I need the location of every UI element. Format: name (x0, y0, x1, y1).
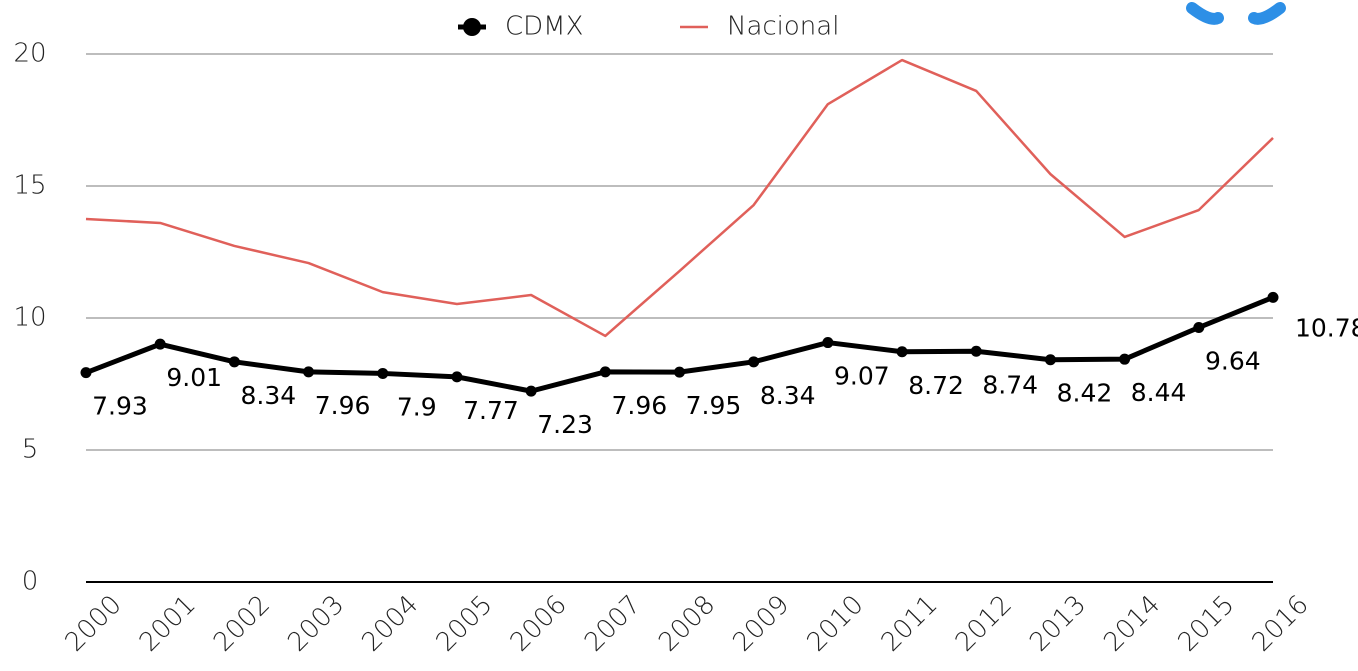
point (896, 346, 908, 358)
data-label: 8.42 (1057, 379, 1113, 408)
x-tick-label: 2013 (1024, 590, 1092, 658)
point (1119, 353, 1131, 365)
data-label: 8.44 (1131, 378, 1187, 407)
legend-marker (463, 18, 481, 36)
y-tick-label: 5 (22, 435, 39, 465)
x-tick-label: 2012 (950, 590, 1018, 658)
point (80, 367, 92, 379)
data-label: 7.9 (397, 392, 437, 421)
point (228, 356, 240, 368)
data-label: 9.01 (166, 363, 222, 392)
data-label: 8.34 (241, 381, 297, 410)
legend-label: Nacional (727, 12, 839, 42)
x-tick-label: 2009 (727, 590, 795, 658)
x-tick-label: 2011 (876, 590, 944, 658)
x-tick-label: 2006 (505, 590, 573, 658)
data-label: 8.72 (908, 371, 964, 400)
point (1193, 322, 1205, 334)
x-tick-label: 2003 (282, 590, 350, 658)
data-label: 7.96 (611, 391, 667, 420)
x-tick-label: 2007 (579, 590, 647, 658)
data-label: 7.77 (463, 396, 519, 425)
x-tick-label: 2014 (1098, 590, 1166, 658)
data-label: 7.93 (92, 392, 148, 421)
point (822, 337, 834, 349)
data-label: 10.78 (1295, 313, 1358, 342)
data-label: 8.34 (760, 381, 816, 410)
x-tick-label: 2015 (1172, 590, 1240, 658)
x-tick-label: 2004 (356, 590, 424, 658)
point (154, 338, 166, 350)
point (674, 366, 685, 378)
x-tick-label: 2010 (802, 590, 870, 658)
data-label: 7.23 (537, 410, 593, 439)
x-tick-label: 2005 (431, 590, 499, 658)
point (451, 371, 463, 383)
y-tick-label: 20 (13, 39, 46, 69)
data-label: 7.95 (686, 391, 742, 420)
point (1267, 291, 1279, 303)
point (970, 345, 982, 357)
x-tick-label: 2002 (208, 590, 276, 658)
point (1044, 354, 1056, 366)
x-tick-label: 2008 (653, 590, 721, 658)
point (525, 385, 537, 397)
legend-label: CDMX (505, 12, 583, 42)
point (599, 366, 611, 378)
data-label: 7.96 (315, 391, 371, 420)
point (748, 356, 760, 368)
x-tick-label: 2000 (60, 590, 128, 658)
series-line (85, 58, 1274, 338)
corner-icon (1186, 2, 1286, 25)
data-label: 9.07 (834, 362, 890, 391)
point (377, 367, 389, 379)
x-tick-label: 2016 (1247, 590, 1315, 658)
data-label: 8.74 (982, 370, 1038, 399)
data-label: 9.64 (1205, 347, 1261, 376)
point (303, 366, 315, 378)
x-tick-label: 2001 (134, 590, 202, 658)
y-tick-label: 15 (13, 171, 46, 201)
y-tick-label: 10 (13, 303, 46, 333)
y-tick-label: 0 (22, 567, 39, 597)
